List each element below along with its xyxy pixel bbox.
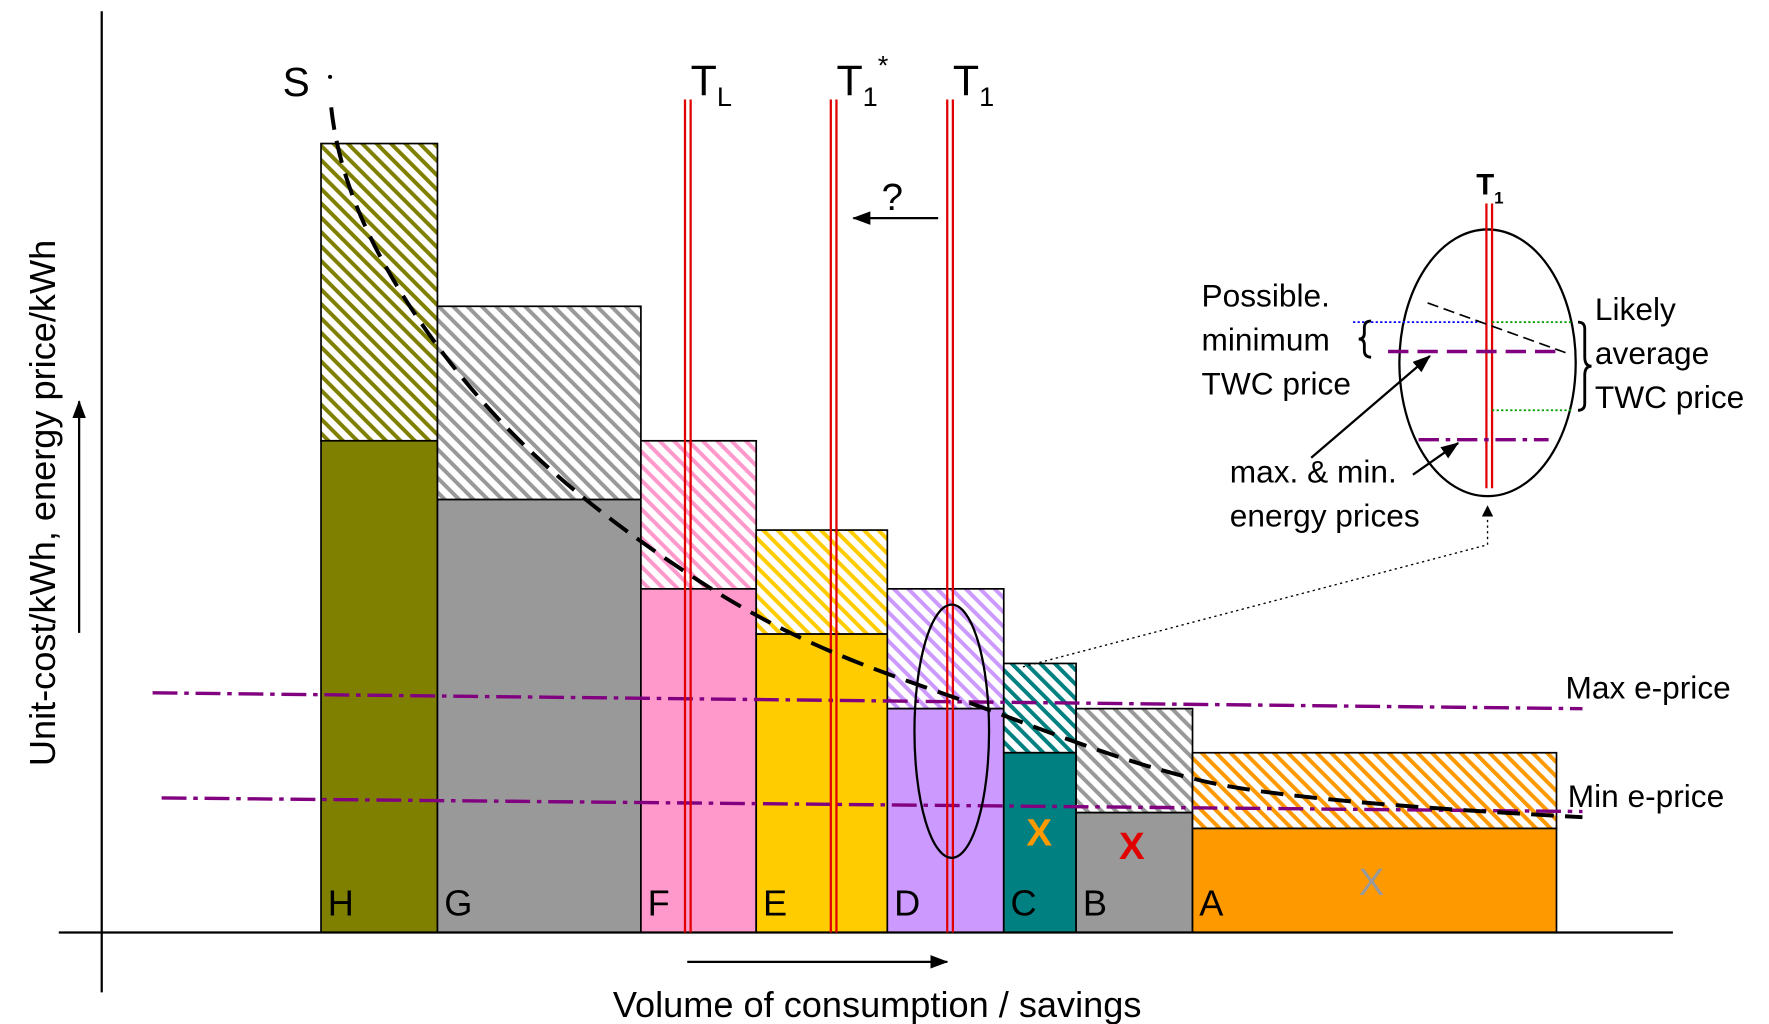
sub: 1 [1494, 188, 1503, 207]
inset-label: energy prices [1230, 498, 1420, 534]
block-label: C [1011, 882, 1037, 923]
hatch-block [640, 439, 758, 590]
inset-label: max. & min. [1230, 454, 1397, 490]
y-label: Unit-cost/kWh, energy price/kWh [22, 240, 63, 766]
inset-label: TWC price [1595, 379, 1744, 415]
block-label: F [648, 882, 670, 923]
hatch-block [320, 142, 439, 442]
sup: * [878, 50, 889, 81]
inset-label: minimum [1202, 321, 1330, 357]
x-label: Volume of consumption / savings [613, 984, 1142, 1024]
threshold-label: T1 [953, 57, 994, 112]
t: T [1476, 168, 1494, 201]
x-mark: X [1119, 825, 1145, 868]
sub: 1 [863, 81, 878, 112]
inset-label: Possible. [1202, 277, 1330, 313]
inset-curve [1427, 302, 1566, 354]
inset: T1 Possible. minimum TWC price Likely av… [1202, 168, 1745, 533]
hatch-block [886, 588, 1005, 710]
solid-block [320, 439, 439, 934]
inset-label: Likely [1595, 291, 1676, 327]
solid-block [886, 707, 1005, 934]
block-label: B [1083, 882, 1107, 923]
block-label: D [894, 882, 920, 923]
block-label: A [1199, 882, 1224, 923]
block-label: H [328, 882, 354, 923]
inset-label: TWC price [1202, 365, 1351, 401]
brace [1358, 319, 1372, 359]
t: T [691, 57, 717, 105]
block-label: E [763, 882, 787, 923]
curve-label: S [283, 59, 310, 105]
question: ? [882, 176, 903, 219]
hatch-block [755, 529, 889, 635]
supply-curve [329, 107, 1583, 820]
min-price-line [161, 796, 1583, 814]
pointer [1310, 355, 1431, 459]
inset-title: T1 [1476, 168, 1503, 207]
hatch-block [1191, 751, 1558, 830]
block-label: G [444, 882, 472, 923]
t: T [836, 57, 862, 105]
solid-block [640, 588, 758, 934]
threshold-label: T1* [836, 50, 888, 113]
dot [328, 74, 333, 79]
zoom-ellipse [913, 603, 991, 859]
thresholds: TL T1* T1 [683, 50, 994, 933]
brace [1577, 320, 1592, 412]
pointer [1412, 442, 1460, 476]
sub: L [717, 81, 732, 112]
solid-block [755, 633, 889, 934]
max-price-line [152, 691, 1583, 711]
sub: 1 [979, 81, 994, 112]
price-label: Max e-price [1566, 669, 1731, 705]
zoom-link [1022, 505, 1494, 668]
hatch-block [436, 305, 642, 501]
x-mark: X [1359, 861, 1385, 904]
t: T [953, 57, 979, 105]
threshold-label: TL [691, 57, 732, 112]
price-label: Min e-price [1568, 778, 1724, 814]
inset-label: average [1595, 335, 1709, 371]
x-mark: X [1026, 811, 1052, 854]
solid-block [436, 498, 642, 934]
